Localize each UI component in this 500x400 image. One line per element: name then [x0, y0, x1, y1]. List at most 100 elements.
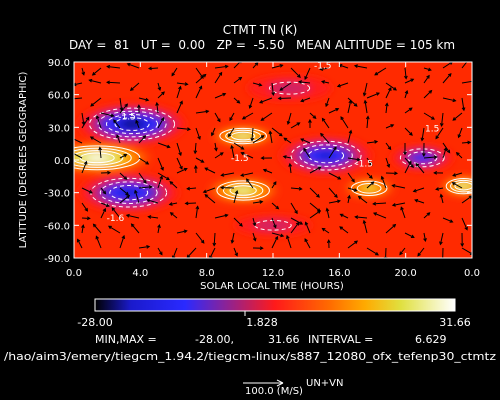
wind-vector	[404, 67, 408, 80]
wind-vector	[286, 112, 292, 125]
wind-vector	[353, 64, 368, 69]
wind-vector	[328, 187, 338, 199]
wind-vector	[95, 235, 102, 249]
wind-vector	[304, 67, 311, 81]
wind-vector	[129, 82, 140, 91]
x-tick-label: 0.0	[464, 268, 480, 279]
wind-vector	[347, 129, 353, 144]
wind-vector	[119, 234, 126, 249]
wind-vector	[119, 154, 128, 159]
contour-label: -1.5	[314, 62, 332, 72]
wind-vector	[233, 217, 243, 227]
wind-vector	[260, 112, 273, 121]
wind-vector	[184, 201, 197, 206]
wind-vector	[321, 227, 330, 234]
wind-vector	[233, 97, 241, 104]
wind-vector	[81, 202, 89, 212]
wind-vector	[92, 223, 102, 234]
wind-vector	[304, 221, 311, 234]
wind-vector	[347, 240, 359, 249]
contour-line	[350, 180, 388, 196]
wind-vector	[193, 164, 198, 174]
contour-line	[450, 179, 472, 193]
wind-vector	[461, 97, 466, 112]
wind-vector	[157, 142, 171, 149]
wind-vector	[354, 215, 368, 219]
wind-vector	[147, 215, 159, 219]
wind-vector	[271, 181, 277, 189]
wind-vector	[157, 157, 164, 171]
y-tick-label: -60.0	[44, 221, 70, 232]
wind-vector	[439, 232, 444, 246]
wind-vector	[214, 112, 221, 123]
wind-vector	[176, 167, 188, 174]
wind-vector	[77, 238, 83, 249]
wind-vector	[157, 175, 163, 189]
wind-vector	[347, 99, 353, 114]
x-tick-label: 0.0	[66, 268, 82, 279]
wind-vector	[252, 200, 264, 204]
wind-vector	[372, 212, 387, 219]
wind-vector	[271, 235, 279, 249]
x-axis-label: SOLAR LOCAL TIME (HOURS)	[200, 281, 344, 292]
wind-vector	[290, 202, 298, 215]
contour-label-layer: -1.5 -1.5 -1.5 -1.5 1.5 -1.6	[107, 62, 440, 224]
contour-label: -1.5	[118, 113, 136, 123]
x-tick-label: 4.0	[132, 268, 148, 279]
wind-vector	[320, 132, 330, 144]
wind-vector	[362, 219, 368, 234]
wind-vector	[439, 193, 444, 204]
wind-vector	[442, 147, 448, 159]
wind-vector	[195, 205, 200, 219]
wind-vector	[309, 187, 320, 198]
wind-vector	[288, 162, 293, 174]
y-tick-label: -30.0	[44, 189, 70, 200]
wind-vector	[423, 112, 436, 120]
wind-vector	[186, 186, 197, 191]
wind-vector	[357, 195, 368, 204]
wind-vector	[169, 181, 178, 189]
maximum-region	[88, 155, 107, 161]
wind-vector	[147, 66, 159, 71]
wind-vector	[452, 112, 463, 121]
wind-vector	[195, 109, 210, 114]
colorbar	[94, 298, 456, 312]
wind-vector	[457, 127, 463, 139]
wind-vector	[252, 232, 257, 242]
wind-vector	[228, 127, 235, 138]
wind-vector	[325, 97, 330, 108]
wind-vector	[91, 67, 102, 76]
wind-vector	[233, 142, 245, 150]
wind-vector	[157, 224, 161, 234]
wind-vector	[339, 226, 349, 234]
wind-vector	[385, 86, 392, 99]
wind-vector	[404, 107, 413, 114]
wind-vector	[106, 80, 121, 85]
wind-vector	[81, 216, 91, 221]
wind-vector	[233, 189, 239, 204]
contour-line	[299, 144, 353, 167]
wind-vector	[404, 127, 413, 136]
wind-vector	[138, 185, 153, 189]
wind-vector	[400, 206, 406, 219]
wind-vector	[138, 97, 150, 102]
contour-line	[74, 145, 141, 171]
wind-vector	[366, 157, 373, 167]
wind-vector	[347, 172, 355, 183]
wind-vector	[176, 229, 188, 234]
wind-vector	[384, 102, 389, 114]
wind-vector	[74, 82, 83, 87]
wind-vector	[385, 157, 391, 168]
wind-vector	[240, 172, 254, 177]
wind-vector	[433, 171, 444, 175]
wind-vector	[461, 140, 472, 145]
wind-vector	[423, 67, 432, 72]
wind-vector	[460, 232, 465, 248]
wind-vector	[455, 151, 463, 159]
wind-vector	[271, 82, 275, 97]
contour-line	[269, 81, 311, 95]
y-tick-label: 30.0	[48, 123, 70, 134]
field-layer	[74, 75, 472, 236]
wind-vector	[328, 107, 340, 114]
wind-vector	[404, 89, 409, 99]
